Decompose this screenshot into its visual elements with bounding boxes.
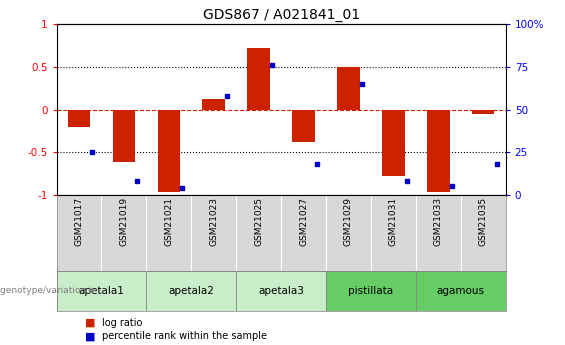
Text: GSM21021: GSM21021: [164, 197, 173, 246]
Text: agamous: agamous: [437, 286, 485, 296]
Text: percentile rank within the sample: percentile rank within the sample: [102, 332, 267, 341]
Text: GSM21019: GSM21019: [119, 197, 128, 246]
Text: ■: ■: [85, 318, 95, 327]
Bar: [382, 109, 405, 176]
Bar: [236, 271, 326, 310]
Text: GSM21035: GSM21035: [479, 197, 488, 246]
Bar: [56, 271, 146, 310]
Text: apetala3: apetala3: [258, 286, 304, 296]
Text: GSM21025: GSM21025: [254, 197, 263, 246]
Text: apetala1: apetala1: [79, 286, 124, 296]
Bar: [292, 109, 315, 142]
Title: GDS867 / A021841_01: GDS867 / A021841_01: [202, 8, 360, 22]
Bar: [427, 109, 450, 193]
Text: GSM21017: GSM21017: [75, 197, 84, 246]
Bar: [416, 271, 506, 310]
Text: GSM21023: GSM21023: [209, 197, 218, 246]
Bar: [158, 109, 180, 193]
Text: GSM21029: GSM21029: [344, 197, 353, 246]
Text: apetala2: apetala2: [168, 286, 214, 296]
Bar: [472, 109, 494, 114]
Bar: [112, 109, 135, 162]
Text: GSM21031: GSM21031: [389, 197, 398, 246]
Text: pistillata: pistillata: [349, 286, 393, 296]
Text: genotype/variation ▶: genotype/variation ▶: [0, 286, 96, 295]
Text: ■: ■: [85, 332, 95, 341]
Text: GSM21027: GSM21027: [299, 197, 308, 246]
Bar: [337, 67, 360, 109]
Text: GSM21033: GSM21033: [434, 197, 443, 246]
Bar: [326, 271, 416, 310]
Bar: [202, 99, 225, 109]
Bar: [68, 109, 90, 127]
Bar: [247, 48, 270, 109]
Text: log ratio: log ratio: [102, 318, 142, 327]
Bar: [146, 271, 236, 310]
